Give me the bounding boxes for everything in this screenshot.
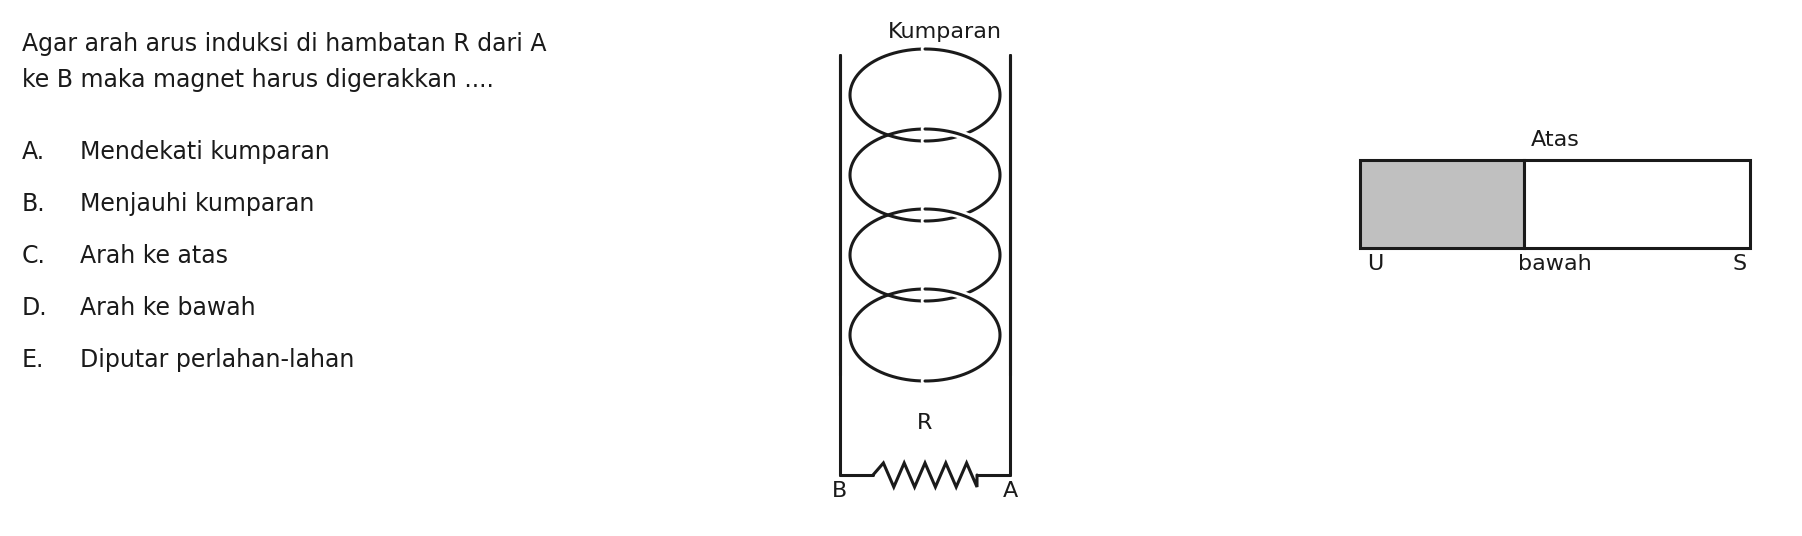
Text: S: S	[1734, 254, 1748, 274]
Text: Arah ke bawah: Arah ke bawah	[79, 296, 256, 320]
Text: B.: B.	[22, 192, 45, 216]
Text: Kumparan: Kumparan	[888, 22, 1002, 42]
Text: Mendekati kumparan: Mendekati kumparan	[79, 140, 330, 164]
Bar	[1524, 160, 1750, 248]
Text: A: A	[1002, 481, 1018, 501]
Text: E.: E.	[22, 348, 45, 372]
Text: Diputar perlahan-lahan: Diputar perlahan-lahan	[79, 348, 355, 372]
Text: A.: A.	[22, 140, 45, 164]
Text: Menjauhi kumparan: Menjauhi kumparan	[79, 192, 314, 216]
Text: R: R	[917, 413, 933, 433]
Text: Agar arah arus induksi di hambatan R dari A: Agar arah arus induksi di hambatan R dar…	[22, 32, 546, 56]
Text: ke B maka magnet harus digerakkan ....: ke B maka magnet harus digerakkan ....	[22, 68, 494, 92]
Bar	[1361, 160, 1524, 248]
Text: C.: C.	[22, 244, 45, 268]
Text: Atas: Atas	[1530, 130, 1579, 150]
Text: B: B	[833, 481, 847, 501]
Text: Arah ke atas: Arah ke atas	[79, 244, 229, 268]
Text: bawah: bawah	[1517, 254, 1591, 274]
Text: U: U	[1368, 254, 1384, 274]
Text: D.: D.	[22, 296, 47, 320]
